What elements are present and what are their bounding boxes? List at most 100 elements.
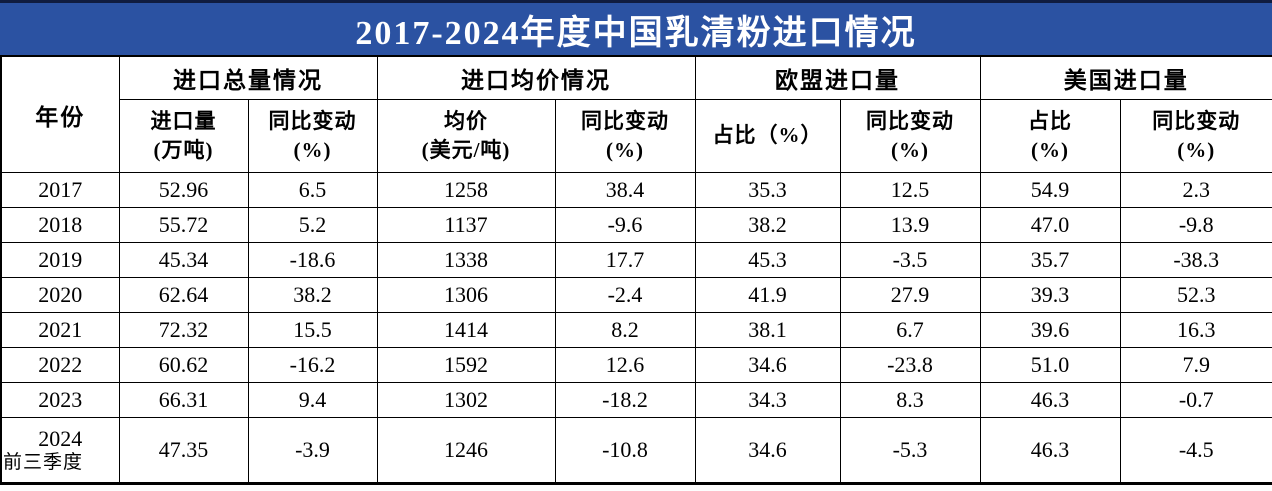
cell-value: 34.6 <box>694 417 841 484</box>
col-header-volume-yoy: 同比变动 (%) <box>247 99 378 173</box>
cell-value: 5.2 <box>247 207 378 243</box>
cell-value: 8.3 <box>839 382 981 418</box>
col-header-us-share: 占比 (%) <box>979 99 1121 173</box>
cell-value: 38.2 <box>694 207 841 243</box>
cell-value: 51.0 <box>979 347 1121 383</box>
cell-value: -9.6 <box>554 207 696 243</box>
cell-year: 2021 <box>0 312 120 348</box>
cell-value: -16.2 <box>247 347 378 383</box>
cell-value: -9.8 <box>1119 207 1272 243</box>
cell-value: 72.32 <box>118 312 249 348</box>
cell-value: -38.3 <box>1119 242 1272 278</box>
cell-value: -2.4 <box>554 277 696 313</box>
cell-value: 55.72 <box>118 207 249 243</box>
cell-value: 34.3 <box>694 382 841 418</box>
cell-value: 38.2 <box>247 277 378 313</box>
cell-value: 38.1 <box>694 312 841 348</box>
table-row-2019: 2019 45.34 -18.6 1338 17.7 45.3 -3.5 35.… <box>0 242 1272 278</box>
cell-value: 1414 <box>376 312 556 348</box>
table-title-bar: 2017-2024年度中国乳清粉进口情况 <box>0 3 1272 55</box>
bottom-margin-strip <box>0 485 1272 491</box>
cell-value: 8.2 <box>554 312 696 348</box>
table-row-2022: 2022 60.62 -16.2 1592 12.6 34.6 -23.8 51… <box>0 347 1272 383</box>
table-row-2024: 2024 前三季度 47.35 -3.9 1246 -10.8 34.6 -5.… <box>0 417 1272 484</box>
cell-year: 2019 <box>0 242 120 278</box>
cell-value: 35.7 <box>979 242 1121 278</box>
cell-value: 17.7 <box>554 242 696 278</box>
cell-value: 27.9 <box>839 277 981 313</box>
table-row-2017: 2017 52.96 6.5 1258 38.4 35.3 12.5 54.9 … <box>0 172 1272 208</box>
cell-value: 6.7 <box>839 312 981 348</box>
cell-value: 1306 <box>376 277 556 313</box>
cell-value: 1246 <box>376 417 556 484</box>
col-header-import-volume: 进口量 (万吨) <box>118 99 249 173</box>
cell-year: 2020 <box>0 277 120 313</box>
group-header-total-import: 进口总量情况 <box>118 55 378 100</box>
cell-value: 34.6 <box>694 347 841 383</box>
cell-value: 60.62 <box>118 347 249 383</box>
cell-value: 7.9 <box>1119 347 1272 383</box>
cell-value: -18.2 <box>554 382 696 418</box>
cell-value: -23.8 <box>839 347 981 383</box>
cell-value: 46.3 <box>979 382 1121 418</box>
cell-value: -3.9 <box>247 417 378 484</box>
cell-value: 47.35 <box>118 417 249 484</box>
cell-value: 54.9 <box>979 172 1121 208</box>
cell-value: -18.6 <box>247 242 378 278</box>
cell-year: 2022 <box>0 347 120 383</box>
cell-value: -10.8 <box>554 417 696 484</box>
cell-value: 45.34 <box>118 242 249 278</box>
cell-value: -0.7 <box>1119 382 1272 418</box>
col-header-year: 年份 <box>0 55 120 173</box>
cell-value: 16.3 <box>1119 312 1272 348</box>
cell-value: 62.64 <box>118 277 249 313</box>
year-label: 2024 <box>38 426 83 452</box>
cell-value: 1338 <box>376 242 556 278</box>
col-header-eu-yoy: 同比变动 (%) <box>839 99 981 173</box>
table-row-2020: 2020 62.64 38.2 1306 -2.4 41.9 27.9 39.3… <box>0 277 1272 313</box>
table-row-2018: 2018 55.72 5.2 1137 -9.6 38.2 13.9 47.0 … <box>0 207 1272 243</box>
cell-value: 39.3 <box>979 277 1121 313</box>
cell-value: 2.3 <box>1119 172 1272 208</box>
cell-year: 2018 <box>0 207 120 243</box>
cell-value: 9.4 <box>247 382 378 418</box>
top-border-line <box>0 0 1272 3</box>
group-header-eu-import: 欧盟进口量 <box>694 55 981 100</box>
page-title: 2017-2024年度中国乳清粉进口情况 <box>355 14 917 52</box>
cell-value: 1258 <box>376 172 556 208</box>
cell-year: 2023 <box>0 382 120 418</box>
cell-value: 38.4 <box>554 172 696 208</box>
cell-value: 35.3 <box>694 172 841 208</box>
cell-value: -3.5 <box>839 242 981 278</box>
import-data-table: 年份 进口总量情况 进口均价情况 欧盟进口量 美国进口量 进口量 (万吨) 同比… <box>0 55 1272 485</box>
col-header-eu-share: 占比（%） <box>694 99 841 173</box>
cell-year: 2024 前三季度 <box>0 417 120 484</box>
cell-value: 41.9 <box>694 277 841 313</box>
cell-value: 1137 <box>376 207 556 243</box>
group-header-us-import: 美国进口量 <box>979 55 1272 100</box>
cell-value: 66.31 <box>118 382 249 418</box>
header-group-row: 年份 进口总量情况 进口均价情况 欧盟进口量 美国进口量 <box>0 55 1272 173</box>
group-header-avg-price: 进口均价情况 <box>376 55 696 100</box>
table-row-2021: 2021 72.32 15.5 1414 8.2 38.1 6.7 39.6 1… <box>0 312 1272 348</box>
cell-value: 1302 <box>376 382 556 418</box>
cell-value: 46.3 <box>979 417 1121 484</box>
cell-value: 47.0 <box>979 207 1121 243</box>
cell-value: 39.6 <box>979 312 1121 348</box>
cell-value: 52.96 <box>118 172 249 208</box>
cell-value: 15.5 <box>247 312 378 348</box>
cell-value: 13.9 <box>839 207 981 243</box>
table-row-2023: 2023 66.31 9.4 1302 -18.2 34.3 8.3 46.3 … <box>0 382 1272 418</box>
cell-value: 12.5 <box>839 172 981 208</box>
col-header-avg-price: 均价 (美元/吨) <box>376 99 556 173</box>
cell-value: 52.3 <box>1119 277 1272 313</box>
cell-value: 45.3 <box>694 242 841 278</box>
col-header-us-yoy: 同比变动 (%) <box>1119 99 1272 173</box>
cell-year: 2017 <box>0 172 120 208</box>
cell-value: 1592 <box>376 347 556 383</box>
year-note-label: 前三季度 <box>3 452 84 474</box>
header-sub-row: 进口量 (万吨) 同比变动 (%) 均价 (美元/吨) 同比变动 (%) 占比（… <box>1 99 1272 173</box>
cell-value: -4.5 <box>1119 417 1272 484</box>
col-header-price-yoy: 同比变动 (%) <box>554 99 696 173</box>
